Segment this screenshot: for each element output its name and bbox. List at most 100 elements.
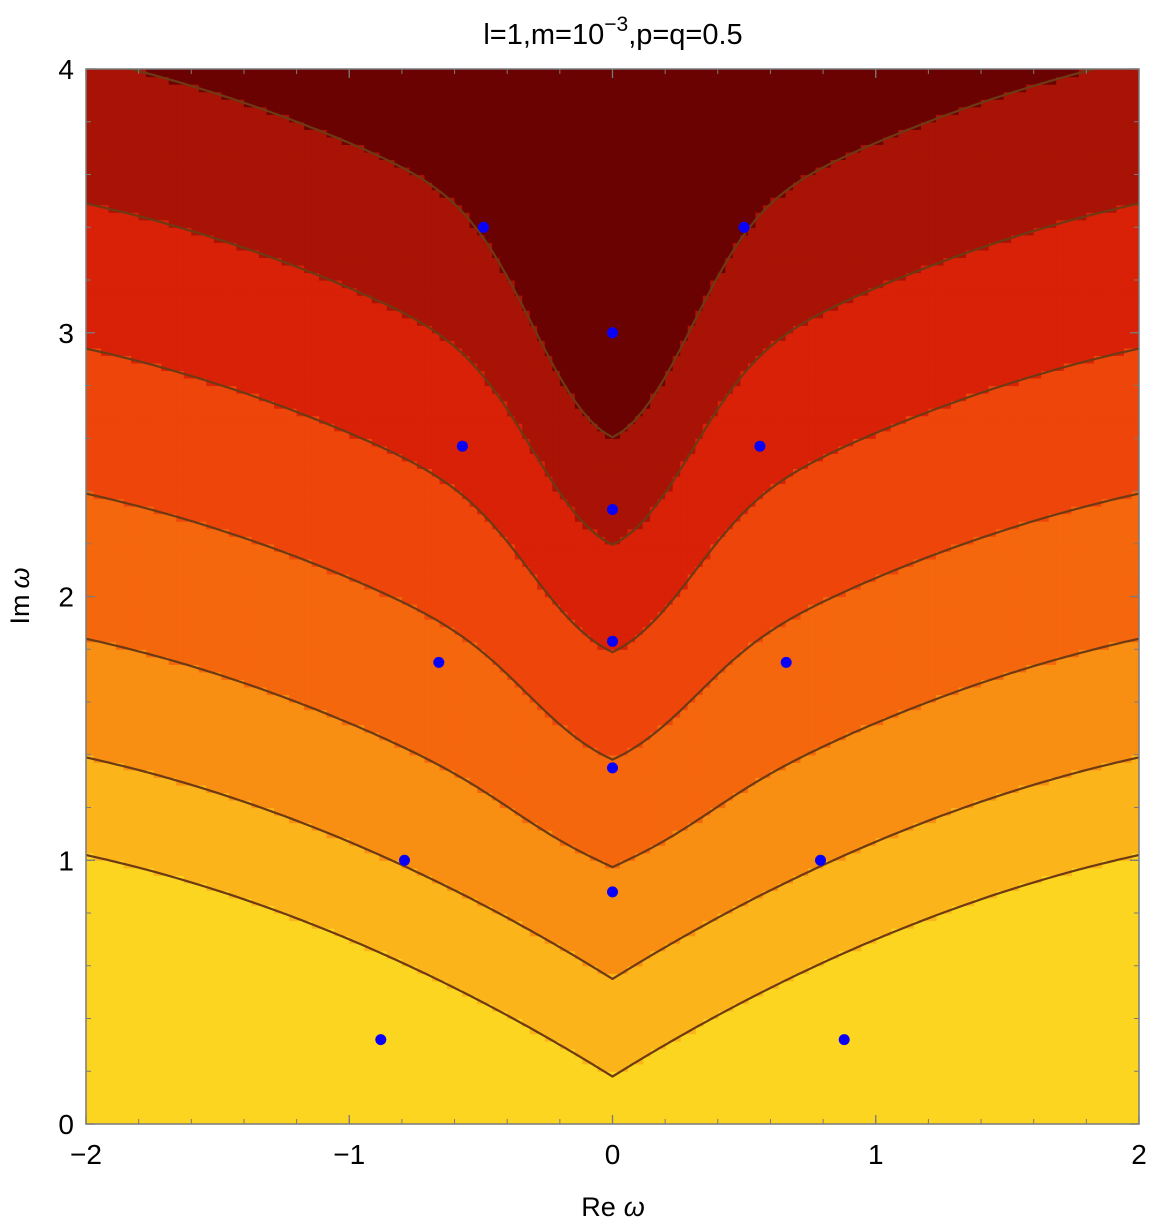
contour-band [131, 415, 140, 424]
contour-band [168, 340, 177, 349]
contour-band [274, 777, 283, 786]
contour-band [341, 581, 350, 590]
contour-band [334, 302, 343, 311]
contour-band [161, 641, 170, 650]
contour-band [161, 784, 170, 794]
contour-band [371, 882, 380, 891]
contour-band [326, 852, 335, 861]
contour-band [183, 295, 192, 304]
contour-band [274, 136, 283, 145]
contour-band [93, 656, 102, 665]
contour-band [161, 136, 170, 145]
contour-band [198, 506, 207, 515]
contour-band [386, 815, 395, 824]
contour-band [326, 272, 335, 281]
contour-band [379, 370, 388, 379]
contour-band [401, 536, 411, 545]
contour-band [86, 551, 95, 560]
contour-band [131, 694, 140, 703]
contour-band [311, 212, 320, 221]
contour-band [349, 528, 358, 537]
contour-band [416, 310, 426, 319]
contour-band [356, 890, 365, 899]
contour-band [176, 860, 185, 869]
contour-band [386, 860, 395, 869]
contour-band [281, 332, 290, 341]
contour-band [131, 717, 140, 726]
contour-band [319, 99, 328, 108]
contour-band [371, 385, 380, 394]
contour-band [311, 242, 320, 251]
contour-band [213, 347, 222, 356]
contour-band [401, 99, 411, 108]
contour-band [228, 543, 238, 552]
contour-band [334, 445, 343, 454]
contour-band [349, 423, 358, 432]
contour-band [364, 197, 373, 206]
contour-band [138, 837, 147, 846]
contour-band [221, 784, 230, 794]
contour-band [168, 717, 177, 726]
contour-band [289, 671, 298, 680]
contour-band [131, 114, 140, 123]
contour-band [281, 197, 290, 206]
contour-band [296, 287, 305, 296]
contour-band [108, 634, 117, 643]
contour-band [401, 430, 411, 439]
contour-band [213, 852, 222, 861]
contour-band [258, 475, 268, 485]
contour-band [394, 626, 403, 635]
contour-band [281, 99, 290, 108]
contour-band [191, 242, 200, 251]
contour-band [386, 754, 395, 763]
contour-band [319, 166, 328, 176]
contour-band [379, 686, 388, 696]
contour-band [251, 626, 260, 635]
contour-band [206, 528, 215, 537]
contour-band [123, 506, 132, 515]
contour-band [311, 686, 320, 696]
contour-band [243, 769, 253, 778]
contour-band [146, 151, 155, 161]
contour-band [153, 468, 162, 477]
contour-band [416, 400, 426, 409]
contour-band [108, 400, 117, 409]
contour-band [168, 129, 177, 138]
contour-band [251, 588, 260, 598]
contour-band [221, 99, 230, 108]
contour-band [401, 362, 411, 372]
contour-band [319, 91, 328, 100]
contour-band [416, 769, 426, 778]
contour-band [401, 249, 411, 258]
contour-band [251, 272, 260, 281]
contour-band [228, 875, 238, 884]
contour-band [416, 423, 426, 432]
contour-band [138, 362, 147, 372]
contour-band [251, 641, 260, 650]
contour-band [236, 295, 245, 304]
contour-band [176, 528, 185, 537]
contour-band [281, 272, 290, 281]
contour-band [176, 438, 185, 447]
contour-band [319, 189, 328, 198]
contour-band [356, 860, 365, 869]
contour-band [266, 197, 275, 206]
contour-band [86, 528, 95, 537]
contour-band [146, 393, 155, 402]
contour-band [296, 596, 305, 605]
contour-band [183, 483, 192, 492]
contour-band [319, 634, 328, 643]
contour-band [108, 453, 117, 462]
contour-band [221, 551, 230, 560]
contour-band [364, 136, 373, 145]
contour-band [334, 84, 343, 93]
contour-band [146, 129, 155, 138]
contour-band [206, 295, 215, 304]
contour-band [191, 189, 200, 198]
contour-band [416, 355, 426, 364]
contour-band [183, 762, 192, 771]
contour-band [304, 860, 313, 869]
contour-band [401, 506, 411, 515]
contour-band [101, 468, 110, 477]
contour-band [236, 769, 245, 778]
